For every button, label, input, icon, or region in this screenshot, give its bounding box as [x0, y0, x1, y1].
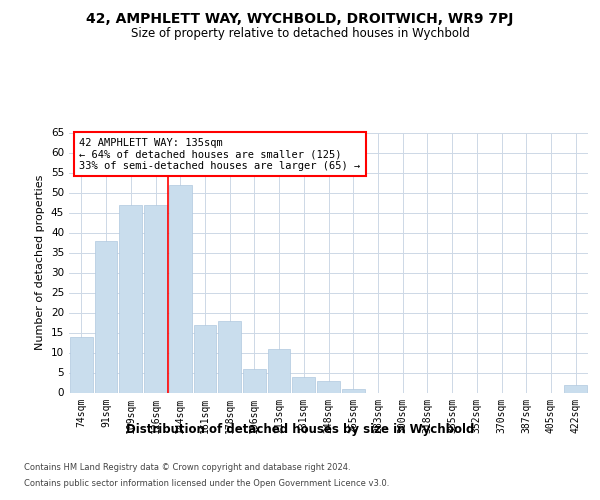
Text: Distribution of detached houses by size in Wychbold: Distribution of detached houses by size …	[126, 422, 474, 436]
Bar	[144, 204, 167, 392]
Text: 42 AMPHLETT WAY: 135sqm
← 64% of detached houses are smaller (125)
33% of semi-d: 42 AMPHLETT WAY: 135sqm ← 64% of detache…	[79, 138, 361, 171]
Bar	[292, 376, 315, 392]
Bar	[317, 380, 340, 392]
Y-axis label: Number of detached properties: Number of detached properties	[35, 175, 46, 350]
Bar	[268, 348, 290, 393]
Text: Size of property relative to detached houses in Wychbold: Size of property relative to detached ho…	[131, 28, 469, 40]
Text: Contains HM Land Registry data © Crown copyright and database right 2024.: Contains HM Land Registry data © Crown c…	[24, 464, 350, 472]
Text: Contains public sector information licensed under the Open Government Licence v3: Contains public sector information licen…	[24, 478, 389, 488]
Bar	[95, 240, 118, 392]
Bar	[218, 320, 241, 392]
Bar	[342, 388, 365, 392]
Bar	[119, 204, 142, 392]
Bar	[194, 324, 216, 392]
Bar	[243, 368, 266, 392]
Bar	[564, 384, 587, 392]
Bar	[70, 336, 93, 392]
Bar	[169, 184, 191, 392]
Text: 42, AMPHLETT WAY, WYCHBOLD, DROITWICH, WR9 7PJ: 42, AMPHLETT WAY, WYCHBOLD, DROITWICH, W…	[86, 12, 514, 26]
